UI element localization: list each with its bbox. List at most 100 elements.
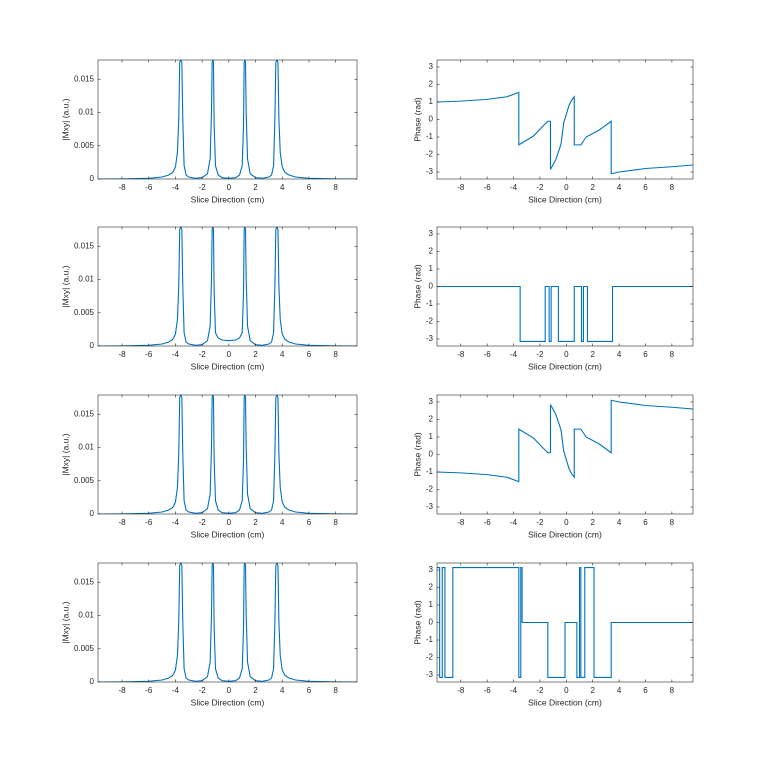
x-axis-label: Slice Direction (cm) — [528, 697, 602, 707]
y-tick-label: 0.01 — [78, 443, 94, 452]
plot-area — [98, 395, 357, 514]
y-tick-label: 0.005 — [74, 308, 95, 317]
x-tick-label: 8 — [333, 686, 338, 695]
x-tick-label: -8 — [457, 350, 465, 359]
y-axis-label: Phase (rad) — [412, 97, 422, 142]
subplot: -8 -6 -4 -2 0 2 4 6 8 -3 -2 -1 0 1 2 3 Slice Direction (… — [412, 394, 694, 539]
x-tick-label: 8 — [670, 183, 675, 192]
data-line — [98, 563, 357, 682]
data-line — [437, 285, 693, 342]
y-tick-label: -1 — [426, 299, 434, 308]
data-line — [98, 395, 357, 514]
x-tick-label: 4 — [280, 183, 285, 192]
x-tick-label: 0 — [564, 518, 569, 527]
x-tick-label: -6 — [145, 686, 153, 695]
x-tick-label: -4 — [510, 686, 518, 695]
x-tick-label: 8 — [670, 350, 675, 359]
x-tick-label: 8 — [670, 518, 675, 527]
x-tick-label: 6 — [307, 518, 312, 527]
y-tick-label: -1 — [426, 467, 434, 476]
x-tick-label: -8 — [457, 518, 465, 527]
plot-area — [98, 563, 357, 682]
x-axis-label: Slice Direction (cm) — [528, 529, 602, 539]
x-tick-label: 6 — [307, 183, 312, 192]
y-tick-label: -3 — [426, 334, 434, 343]
x-axis-label: Slice Direction (cm) — [528, 361, 602, 371]
y-tick-label: 2 — [429, 247, 434, 256]
y-tick-label: 0.015 — [74, 74, 95, 83]
y-tick-label: 0.015 — [74, 241, 95, 250]
data-line — [437, 91, 693, 175]
x-tick-label: 4 — [617, 183, 622, 192]
y-tick-label: 0.01 — [78, 275, 94, 284]
y-tick-label: 0.005 — [74, 141, 95, 150]
x-tick-label: -2 — [199, 686, 207, 695]
y-tick-label: 1 — [429, 600, 434, 609]
x-tick-label: 2 — [590, 183, 595, 192]
x-tick-label: -2 — [199, 518, 207, 527]
x-tick-label: -6 — [484, 350, 492, 359]
x-tick-label: 6 — [643, 183, 648, 192]
y-axis-label: Phase (rad) — [412, 264, 422, 309]
x-tick-label: -4 — [172, 183, 180, 192]
subplot: -8 -6 -4 -2 0 2 4 6 8 -3 -2 -1 0 1 2 3 Slice Direction (… — [412, 562, 694, 707]
y-tick-label: 3 — [429, 62, 434, 71]
y-tick-label: -3 — [426, 502, 434, 511]
plot-area — [437, 285, 693, 342]
y-tick-label: -2 — [426, 485, 434, 494]
x-tick-label: 0 — [227, 183, 232, 192]
y-tick-label: -1 — [426, 132, 434, 141]
x-tick-label: -4 — [510, 518, 518, 527]
x-tick-label: 2 — [590, 350, 595, 359]
subplot: -8 -6 -4 -2 0 2 4 6 8 -3 -2 -1 0 1 2 3 Slice Direction (… — [412, 59, 694, 204]
x-tick-label: -2 — [536, 518, 544, 527]
x-tick-label: -4 — [172, 686, 180, 695]
axes-box — [97, 562, 358, 683]
y-tick-label: 2 — [429, 80, 434, 89]
y-tick-label: 0 — [429, 450, 434, 459]
subplot: -8 -6 -4 -2 0 2 4 6 8 -3 -2 -1 0 1 2 3 Slice Direction (… — [412, 226, 694, 371]
y-tick-label: -1 — [426, 635, 434, 644]
y-axis-label: |Mxy| (a.u.) — [60, 433, 70, 475]
x-axis-label: Slice Direction (cm) — [191, 194, 265, 204]
axes-box — [97, 226, 358, 347]
x-tick-label: 2 — [253, 686, 258, 695]
x-tick-label: 2 — [253, 350, 258, 359]
x-tick-label: 2 — [590, 518, 595, 527]
x-tick-label: 2 — [253, 518, 258, 527]
y-axis-label: |Mxy| (a.u.) — [60, 98, 70, 140]
x-tick-label: 0 — [227, 350, 232, 359]
x-tick-label: 0 — [564, 350, 569, 359]
y-axis-label: |Mxy| (a.u.) — [60, 265, 70, 307]
x-tick-label: 4 — [280, 686, 285, 695]
x-tick-label: 8 — [333, 518, 338, 527]
data-line — [437, 399, 693, 483]
y-tick-label: 1 — [429, 432, 434, 441]
x-tick-label: -8 — [457, 686, 465, 695]
plot-area — [98, 60, 357, 179]
x-tick-label: -8 — [118, 686, 126, 695]
plot-area — [98, 227, 357, 346]
x-tick-label: -6 — [145, 518, 153, 527]
x-tick-label: 8 — [670, 686, 675, 695]
x-tick-label: 6 — [307, 350, 312, 359]
x-tick-label: -8 — [118, 518, 126, 527]
plot-area — [437, 567, 693, 678]
x-tick-label: 4 — [280, 350, 285, 359]
x-tick-label: -2 — [199, 350, 207, 359]
y-axis-label: |Mxy| (a.u.) — [60, 601, 70, 643]
x-tick-label: 6 — [643, 350, 648, 359]
x-tick-label: -6 — [145, 350, 153, 359]
y-tick-label: 0.01 — [78, 108, 94, 117]
x-tick-label: 2 — [590, 686, 595, 695]
data-line — [98, 60, 357, 179]
x-tick-label: -6 — [145, 183, 153, 192]
y-tick-label: 0 — [90, 341, 95, 350]
axes-box — [97, 394, 358, 515]
data-line — [437, 567, 693, 678]
y-tick-label: 0 — [90, 174, 95, 183]
x-tick-label: -2 — [536, 183, 544, 192]
subplot: -8 -6 -4 -2 0 2 4 6 8 0 0.005 0.01 0.015 Slice Direct… — [60, 394, 358, 539]
plot-area — [437, 91, 693, 175]
y-tick-label: 0 — [429, 115, 434, 124]
